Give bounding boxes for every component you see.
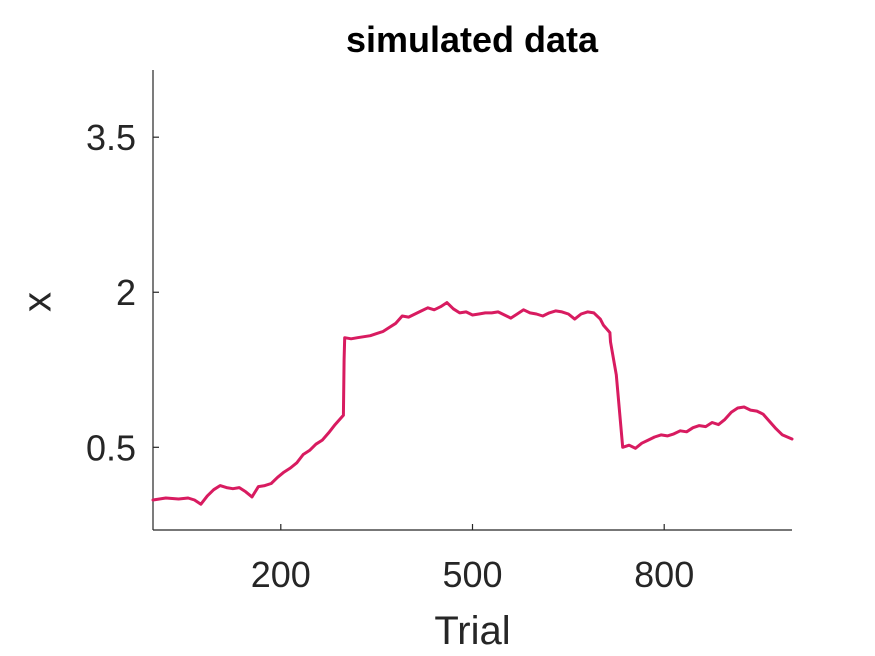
y-tick-label: 0.5: [86, 427, 136, 468]
x-axis-label: Trial: [434, 609, 510, 653]
series-layer: [151, 301, 794, 506]
y-axis-label: x: [16, 292, 60, 312]
y-axis-ticks: 0.5 2 3.5: [86, 117, 159, 468]
y-tick-label: 3.5: [86, 117, 136, 158]
x-tick-label: 800: [634, 554, 694, 595]
x-axis-ticks: 200 500 800: [251, 524, 694, 595]
series-line: [151, 301, 794, 506]
y-tick-label: 2: [116, 272, 136, 313]
chart-title: simulated data: [346, 19, 599, 60]
x-tick-label: 200: [251, 554, 311, 595]
x-tick-label: 500: [442, 554, 502, 595]
axes: [152, 70, 792, 531]
